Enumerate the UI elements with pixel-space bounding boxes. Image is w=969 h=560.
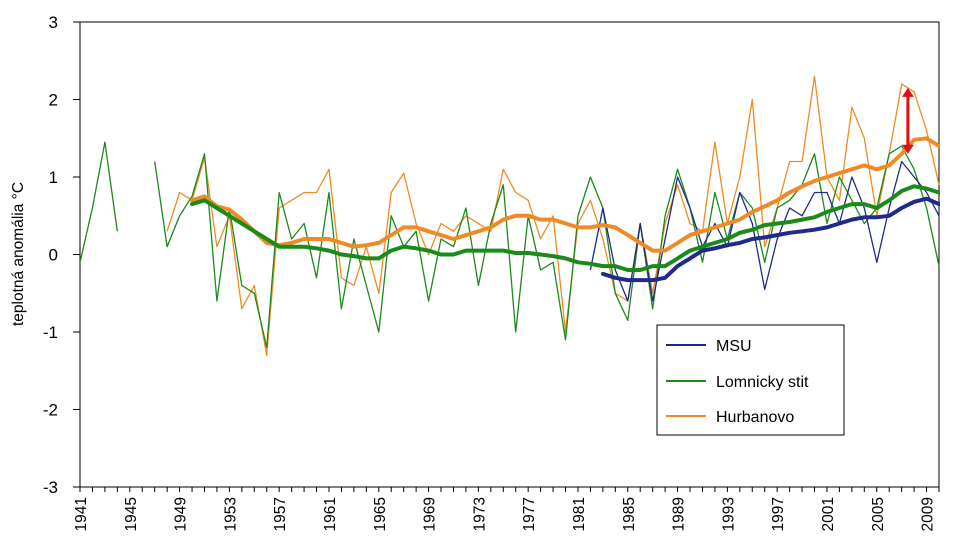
x-tick-label: 1989 <box>671 497 688 531</box>
annotation-layer <box>901 87 914 154</box>
x-tick-label: 2005 <box>870 497 887 531</box>
x-tick-label: 1973 <box>471 497 488 531</box>
x-tick-label: 1965 <box>372 497 389 531</box>
y-tick-label: 2 <box>49 91 58 110</box>
series-layer <box>80 75 940 356</box>
legend-label: Hurbanovo <box>716 409 794 426</box>
msu-raw-line <box>589 160 940 302</box>
y-tick-label: -1 <box>43 323 58 342</box>
x-ticks: 1941 1945 1949 1953 1957 1961 1965 1969 1973 1977… <box>73 487 940 531</box>
x-tick-label: 1969 <box>422 497 439 531</box>
x-tick-label: 1961 <box>322 497 339 531</box>
x-tick-label: 2001 <box>820 497 837 531</box>
x-tick-label: 1953 <box>222 497 239 531</box>
x-tick-label: 1993 <box>720 497 737 531</box>
legend-label: Lomnicky stit <box>716 374 809 391</box>
x-tick-label: 1949 <box>173 497 190 531</box>
y-tick-label: 1 <box>49 168 58 187</box>
legend-label: MSU <box>716 338 752 355</box>
lomnicky-stit-raw-line <box>80 141 940 349</box>
x-tick-label: 1981 <box>571 497 588 531</box>
y-axis-label: teplotná anomália °C <box>10 182 27 326</box>
y-ticks: -3 -2 -1 0 1 2 3 <box>43 13 80 497</box>
hurbanovo-raw-line <box>166 75 940 356</box>
hurbanovo-trend-line <box>190 136 940 253</box>
x-tick-label: 1985 <box>621 497 638 531</box>
lomnicky-stit-trend-line <box>190 184 940 272</box>
x-tick-label: 1945 <box>123 497 140 531</box>
y-tick-label: 3 <box>49 13 58 32</box>
y-tick-label: 0 <box>49 246 58 265</box>
x-tick-label: 1997 <box>770 497 787 531</box>
y-tick-label: -2 <box>43 401 58 420</box>
x-tick-label: 2009 <box>920 497 937 531</box>
x-tick-label: 1957 <box>272 497 289 531</box>
x-tick-label: 1977 <box>521 497 538 531</box>
y-tick-label: -3 <box>43 478 58 497</box>
legend: MSU Lomnicky stit Hurbanovo <box>656 324 845 436</box>
x-tick-label: 1941 <box>73 497 90 531</box>
difference-arrow <box>901 87 914 154</box>
msu-trend-line <box>600 196 940 283</box>
